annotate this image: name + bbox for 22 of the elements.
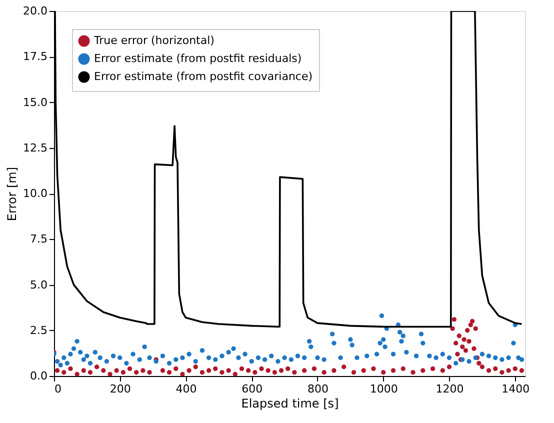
x-tick-label: 1400 (502, 382, 530, 396)
x-tick-label: 200 (110, 382, 131, 396)
x-tick-label: 1000 (370, 382, 398, 396)
y-tick-label: 15.0 (23, 96, 48, 109)
y-tick-label: 10.0 (23, 187, 48, 200)
legend-label: Error estimate (from postfit residuals) (94, 52, 302, 65)
y-tick-label: 17.5 (23, 50, 48, 64)
y-tick-label: 12.5 (23, 141, 48, 154)
x-tick-label: 800 (307, 382, 328, 396)
y-axis-title: Error [m] (5, 166, 20, 222)
legend-label: Error estimate (from postfit covariance) (94, 70, 313, 83)
x-tick-label: 400 (176, 382, 197, 396)
y-tick-label: 7.5 (30, 232, 48, 246)
legend-label: True error (horizontal) (93, 34, 214, 47)
x-tick-label: 1200 (436, 382, 464, 396)
y-tick-label: 2.5 (30, 324, 48, 337)
x-tick-label: 600 (242, 382, 263, 396)
y-tick-label: 20.0 (23, 4, 48, 18)
x-tick-label: 0 (54, 382, 62, 396)
y-tick-label: 0.0 (30, 370, 48, 382)
x-axis-title: Elapsed time [s] (241, 396, 339, 410)
y-tick-label: 5.0 (30, 278, 48, 292)
